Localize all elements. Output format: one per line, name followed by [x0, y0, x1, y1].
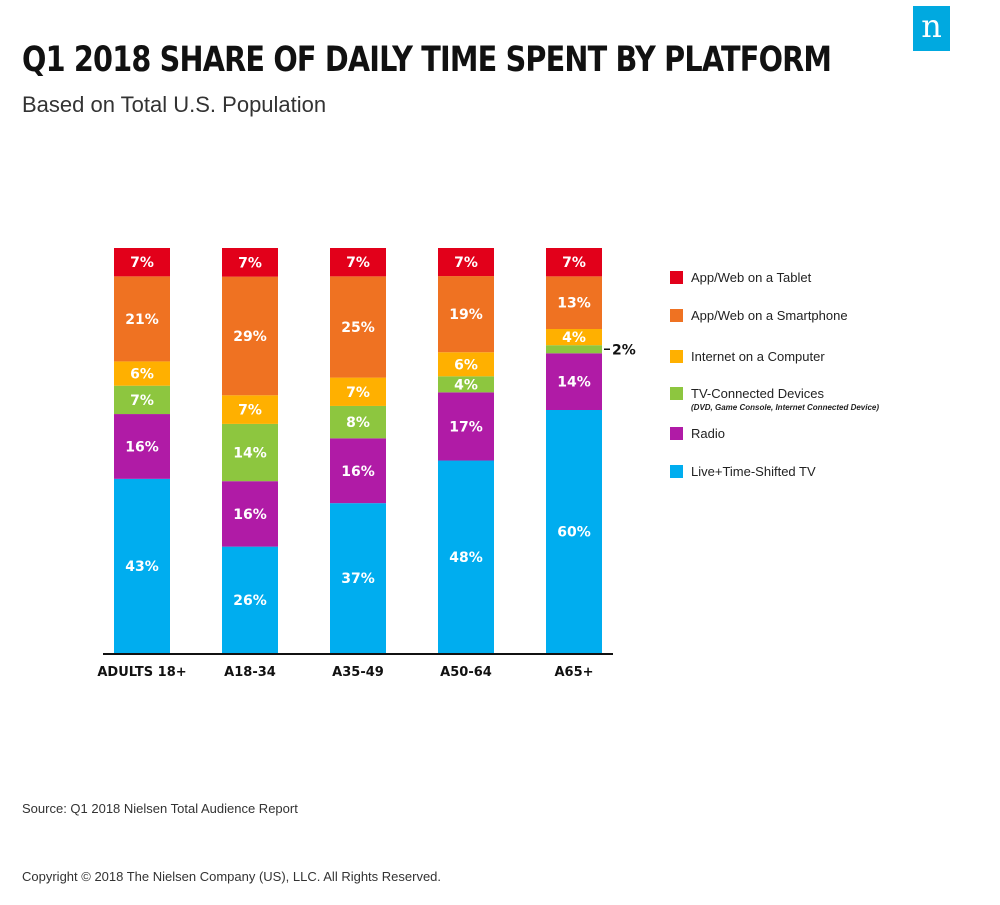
bar-value-label: 4%	[562, 330, 586, 346]
bar-value-label: 37%	[341, 571, 375, 587]
bar-segment	[222, 276, 278, 396]
chart-subtitle: Based on Total U.S. Population	[22, 92, 327, 117]
bar-segment	[330, 377, 386, 406]
bar-segment	[330, 276, 386, 378]
bar-value-label: 14%	[557, 375, 591, 391]
copyright-note: Copyright © 2018 The Nielsen Company (US…	[22, 869, 442, 884]
bar-value-label: 25%	[341, 320, 375, 336]
bar-value-label: 7%	[238, 255, 262, 271]
bar-segment	[546, 276, 602, 329]
bar-value-label: 19%	[449, 307, 483, 323]
legend-swatch	[670, 271, 683, 284]
bar-segment	[222, 481, 278, 547]
bar-value-label: 14%	[233, 446, 267, 462]
bar-segment	[114, 414, 170, 479]
chart-title: Q1 2018 SHARE OF DAILY TIME SPENT BY PLA…	[22, 40, 832, 80]
bar-value-label: 6%	[454, 357, 478, 373]
bar-segment	[438, 248, 494, 277]
bar-segment	[438, 392, 494, 461]
legend-label: TV-Connected Devices	[691, 386, 824, 401]
legend-label: Radio	[691, 426, 725, 441]
bar-value-label: 7%	[130, 393, 154, 409]
bar-segment	[438, 376, 494, 393]
bar-value-label: 2%	[612, 342, 636, 358]
bar-segment	[546, 248, 602, 277]
bar-value-label: 6%	[130, 367, 154, 383]
bar-value-label: 4%	[454, 377, 478, 393]
bar-value-label: 7%	[346, 385, 370, 401]
bar-segment	[330, 248, 386, 277]
bar-segment	[222, 395, 278, 424]
legend-label: Live+Time-Shifted TV	[691, 464, 816, 479]
bar-value-label: 7%	[562, 255, 586, 271]
bar-segment	[114, 361, 170, 386]
legend-swatch	[670, 309, 683, 322]
bar-segment	[438, 460, 494, 653]
x-tick-label: A35-49	[332, 665, 384, 680]
legend-swatch	[670, 427, 683, 440]
bar-value-label: 7%	[130, 255, 154, 271]
bar-segment	[330, 503, 386, 653]
x-tick-label: A50-64	[440, 665, 492, 680]
bar-segment	[222, 423, 278, 482]
legend-swatch	[670, 350, 683, 363]
legend-label: Internet on a Computer	[691, 349, 825, 364]
bar-value-label: 48%	[449, 550, 483, 566]
bar-value-label: 17%	[449, 419, 483, 435]
bar-segment	[546, 329, 602, 346]
bar-segment	[330, 405, 386, 439]
bar-segment	[114, 478, 170, 653]
bar-value-label: 29%	[233, 329, 267, 345]
nielsen-logo: n	[913, 6, 950, 51]
bar-segment	[114, 385, 170, 415]
bar-value-label: 43%	[125, 559, 159, 575]
bar-segment	[438, 352, 494, 377]
bar-segment	[330, 438, 386, 504]
bar-segment	[222, 546, 278, 653]
bar-segment	[114, 248, 170, 277]
bar-segment	[546, 353, 602, 410]
bar-segment	[546, 345, 602, 354]
x-tick-label: ADULTS 18+	[97, 665, 186, 680]
bar-value-label: 8%	[346, 415, 370, 431]
legend-label: App/Web on a Smartphone	[691, 308, 848, 323]
bar-value-label: 16%	[233, 507, 267, 523]
bar-segment	[546, 410, 602, 653]
bar-value-label: 21%	[125, 312, 159, 328]
x-tick-label: A65+	[554, 665, 593, 680]
bar-value-label: 60%	[557, 525, 591, 541]
legend-label: App/Web on a Tablet	[691, 270, 812, 285]
legend-swatch	[670, 387, 683, 400]
bar-value-label: 26%	[233, 593, 267, 609]
bar-segment	[222, 248, 278, 277]
bar-value-label: 7%	[346, 255, 370, 271]
legend-note: (DVD, Game Console, Internet Connected D…	[691, 403, 879, 412]
x-tick-label: A18-34	[224, 665, 276, 680]
bar-value-label: 16%	[125, 439, 159, 455]
bar-value-label: 13%	[557, 296, 591, 312]
bar-value-label: 7%	[454, 255, 478, 271]
legend-swatch	[670, 465, 683, 478]
bar-segment	[114, 276, 170, 362]
bar-value-label: 7%	[238, 403, 262, 419]
bar-value-label: 16%	[341, 464, 375, 480]
stacked-bar-chart: 43% 16% 7% 6% 21% 7% ADULTS 18+ 26% 16% 14% 7% 29% 7…	[97, 248, 879, 680]
bar-segment	[438, 276, 494, 353]
source-note: Source: Q1 2018 Nielsen Total Audience R…	[22, 801, 298, 816]
